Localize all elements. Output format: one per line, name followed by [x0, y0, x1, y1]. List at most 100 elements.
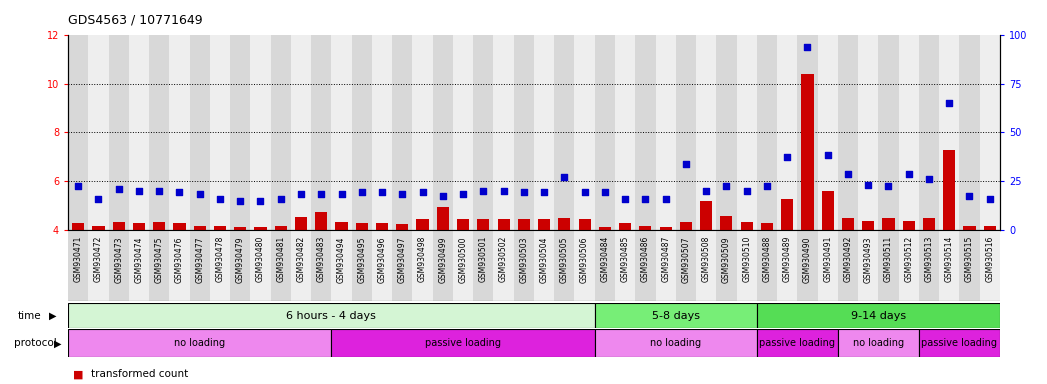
Bar [514, 230, 534, 301]
Bar [801, 74, 814, 230]
Bar [862, 220, 874, 230]
Bar [109, 35, 129, 230]
Bar [798, 230, 818, 301]
Bar [376, 223, 388, 230]
Text: GSM930477: GSM930477 [195, 236, 204, 283]
Text: GSM930502: GSM930502 [499, 236, 508, 283]
Bar [393, 230, 413, 301]
Point [941, 100, 958, 106]
Bar [655, 35, 675, 230]
Bar [595, 35, 615, 230]
Point [799, 44, 816, 50]
Bar [963, 225, 976, 230]
Bar [838, 230, 859, 301]
Text: GSM930481: GSM930481 [276, 236, 285, 282]
Bar [514, 35, 534, 230]
Bar [72, 223, 84, 230]
Point [779, 154, 796, 160]
Point [252, 198, 269, 204]
Bar [129, 35, 149, 230]
Text: protocol: protocol [14, 338, 57, 348]
Bar [133, 223, 146, 230]
Text: GSM930512: GSM930512 [905, 236, 913, 282]
Bar [943, 150, 955, 230]
Point [840, 171, 856, 177]
Bar [939, 230, 959, 301]
Text: time: time [18, 311, 42, 321]
Bar [538, 219, 550, 230]
Bar [417, 219, 428, 230]
Bar [332, 230, 352, 301]
Bar [88, 230, 109, 301]
Text: GSM930501: GSM930501 [478, 236, 488, 283]
Text: GSM930484: GSM930484 [600, 236, 609, 283]
Text: GSM930514: GSM930514 [944, 236, 954, 283]
Bar [311, 230, 332, 301]
Bar [332, 329, 595, 357]
Text: 5-8 days: 5-8 days [652, 311, 699, 321]
Bar [883, 218, 894, 230]
Point [171, 189, 187, 195]
Bar [473, 230, 493, 301]
Bar [761, 223, 773, 230]
Bar [129, 230, 149, 301]
Point [435, 193, 451, 199]
Bar [214, 225, 226, 230]
Bar [453, 230, 473, 301]
Bar [170, 35, 190, 230]
Bar [716, 35, 736, 230]
Point [151, 188, 168, 194]
Text: ▶: ▶ [54, 338, 62, 348]
Bar [291, 230, 311, 301]
Bar [818, 230, 838, 301]
Text: GSM930488: GSM930488 [762, 236, 772, 282]
Text: GSM930486: GSM930486 [641, 236, 650, 283]
Text: GSM930496: GSM930496 [378, 236, 386, 283]
Text: GSM930475: GSM930475 [155, 236, 163, 283]
Bar [554, 35, 575, 230]
Bar [859, 230, 878, 301]
Bar [575, 35, 595, 230]
Text: passive loading: passive loading [759, 338, 836, 348]
Bar [777, 35, 798, 230]
Bar [757, 230, 777, 301]
Text: GSM930511: GSM930511 [884, 236, 893, 282]
Text: GSM930515: GSM930515 [965, 236, 974, 283]
Bar [798, 35, 818, 230]
Bar [859, 35, 878, 230]
Bar [736, 35, 757, 230]
Text: GSM930493: GSM930493 [864, 236, 873, 283]
Point [415, 189, 431, 195]
Bar [518, 219, 530, 230]
Bar [149, 35, 170, 230]
Text: ▶: ▶ [49, 311, 57, 321]
Bar [332, 35, 352, 230]
Text: GSM930495: GSM930495 [357, 236, 366, 283]
Point [576, 189, 593, 195]
Point [556, 174, 573, 180]
Bar [878, 230, 898, 301]
Bar [636, 230, 655, 301]
Point [637, 195, 653, 202]
Text: GSM930510: GSM930510 [742, 236, 751, 283]
Bar [680, 222, 692, 230]
Bar [655, 230, 675, 301]
Point [313, 190, 330, 197]
Bar [250, 230, 270, 301]
Bar [980, 35, 1000, 230]
Bar [356, 223, 367, 230]
Bar [88, 35, 109, 230]
Text: GSM930490: GSM930490 [803, 236, 811, 283]
Bar [190, 35, 209, 230]
Bar [939, 35, 959, 230]
Bar [777, 230, 798, 301]
Bar [352, 230, 372, 301]
Point [881, 183, 897, 189]
Bar [558, 218, 571, 230]
Bar [174, 223, 185, 230]
Bar [534, 35, 554, 230]
Bar [842, 218, 854, 230]
Text: GSM930508: GSM930508 [701, 236, 711, 283]
Bar [757, 329, 838, 357]
Bar [372, 230, 393, 301]
